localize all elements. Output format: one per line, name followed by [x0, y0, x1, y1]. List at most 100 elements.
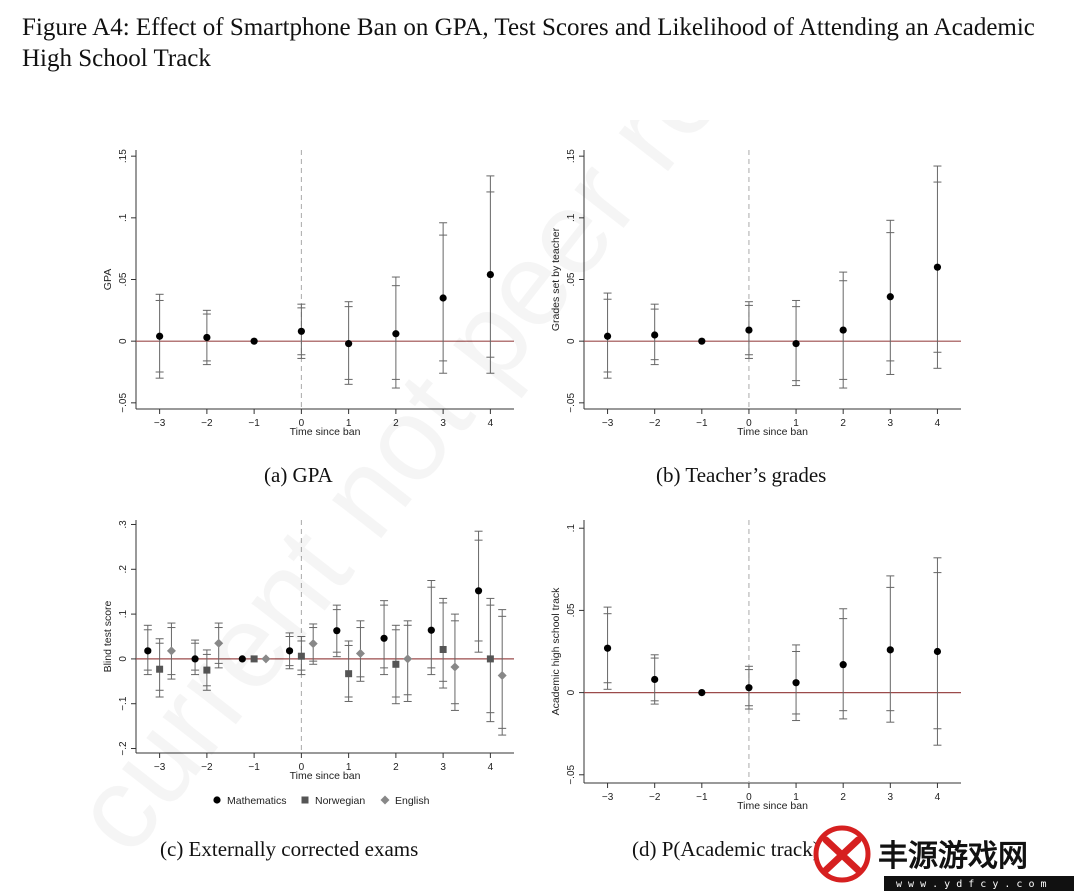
- x-tick-label: −2: [649, 792, 661, 803]
- legend-label: Mathematics: [227, 795, 287, 807]
- panel-0: −.05 0 .05 .1 .15 −3 −2 −1 0 1 2 3 4 Time since ban GP…: [102, 149, 514, 438]
- x-tick-label: 3: [888, 792, 894, 803]
- y-tick-label: .15: [566, 149, 577, 163]
- y-tick-label: −.05: [118, 393, 129, 413]
- legend-label: Norwegian: [315, 795, 365, 807]
- data-point: [333, 627, 341, 635]
- caption-a: (a) GPA: [264, 463, 333, 487]
- logo-text: 丰源游戏网: [878, 839, 1028, 874]
- y-tick-label: .1: [566, 213, 577, 222]
- y-tick-label: .05: [566, 603, 577, 617]
- panel-1: −.05 0 .05 .1 .15 −3 −2 −1 0 1 2 3 4 Time since ban Gr…: [550, 149, 961, 438]
- site-logo: 丰源游戏网 w w w . y d f c y . c o m: [813, 825, 1074, 891]
- data-point: [345, 340, 353, 348]
- data-point: [392, 330, 400, 338]
- x-axis-label: Time since ban: [290, 770, 361, 782]
- data-point: [745, 684, 753, 692]
- x-tick-label: 3: [440, 762, 446, 773]
- data-point: [214, 638, 224, 648]
- y-tick-label: .1: [566, 524, 577, 533]
- y-tick-label: −.1: [118, 696, 129, 711]
- x-tick-label: 2: [393, 762, 399, 773]
- data-point: [839, 661, 847, 669]
- logo-url: w w w . y d f c y . c o m: [896, 879, 1047, 890]
- y-tick-label: .1: [118, 213, 129, 222]
- x-tick-label: 0: [299, 418, 305, 429]
- data-point: [886, 646, 894, 654]
- x-tick-label: 0: [746, 418, 752, 429]
- y-axis-label: Blind test score: [102, 600, 114, 672]
- data-point: [297, 652, 305, 660]
- x-axis-label: Time since ban: [737, 800, 808, 812]
- data-point: [308, 639, 318, 649]
- x-tick-label: 4: [935, 418, 941, 429]
- data-point: [651, 331, 659, 339]
- data-point: [285, 647, 294, 655]
- data-point: [156, 665, 164, 673]
- y-tick-label: .2: [118, 565, 129, 574]
- x-tick-label: −2: [649, 418, 661, 429]
- x-tick-label: 3: [888, 418, 894, 429]
- legend-marker: [213, 796, 221, 804]
- data-point: [603, 644, 612, 652]
- data-point: [166, 646, 176, 656]
- legend-marker: [301, 796, 309, 804]
- y-tick-label: .05: [566, 272, 577, 286]
- x-tick-label: 1: [793, 792, 799, 803]
- y-tick-label: .05: [118, 272, 129, 286]
- x-tick-label: 0: [746, 792, 752, 803]
- data-point: [250, 655, 258, 663]
- y-tick-label: .1: [118, 609, 129, 618]
- x-tick-label: 0: [299, 762, 305, 773]
- x-tick-label: −1: [248, 762, 260, 773]
- data-point: [238, 655, 246, 663]
- y-axis-label: GPA: [102, 269, 114, 290]
- y-tick-label: 0: [118, 656, 129, 662]
- x-tick-label: 4: [935, 792, 941, 803]
- panel-2: −.2 −.1 0 .1 .2 .3 −3 −2 −1 0 1 2 3 4 Time since ban Bl…: [102, 520, 514, 807]
- data-point: [261, 654, 271, 664]
- data-point: [450, 662, 460, 672]
- x-axis-label: Time since ban: [737, 426, 808, 438]
- data-point: [250, 337, 258, 345]
- y-tick-label: 0: [118, 338, 129, 344]
- legend-marker: [380, 795, 390, 805]
- caption-c: (c) Externally corrected exams: [160, 837, 419, 861]
- x-tick-label: 2: [840, 792, 846, 803]
- x-tick-label: −3: [154, 418, 166, 429]
- data-point: [698, 688, 706, 697]
- y-tick-label: −.2: [118, 741, 129, 756]
- data-point: [345, 670, 353, 678]
- data-point: [203, 333, 211, 342]
- figure-title: Figure A4: Effect of Smartphone Ban on G…: [22, 14, 1035, 72]
- data-point: [439, 294, 447, 302]
- data-point: [474, 587, 483, 595]
- data-point: [745, 326, 753, 334]
- x-tick-label: 1: [346, 762, 352, 773]
- data-point: [297, 327, 305, 335]
- y-axis-label: Grades set by teacher: [550, 227, 562, 331]
- x-tick-label: 4: [488, 418, 494, 429]
- data-point: [380, 634, 388, 642]
- x-tick-label: 2: [840, 418, 846, 429]
- x-tick-label: −1: [696, 792, 708, 803]
- x-tick-label: −3: [602, 792, 614, 803]
- x-tick-label: −3: [154, 762, 166, 773]
- data-point: [156, 332, 164, 340]
- data-point: [933, 647, 942, 656]
- x-tick-label: −3: [602, 418, 614, 429]
- panel-3: −.05 0 .05 .1 −3 −2 −1 0 1 2 3 4 Time since ban Acade…: [550, 520, 961, 812]
- legend-label: English: [395, 795, 430, 807]
- y-tick-label: 0: [566, 689, 577, 695]
- y-tick-label: .3: [118, 520, 129, 529]
- data-point: [603, 332, 612, 340]
- x-tick-label: 1: [793, 418, 799, 429]
- data-point: [792, 679, 800, 687]
- caption-b: (b) Teacher’s grades: [656, 463, 827, 487]
- data-point: [144, 647, 152, 655]
- x-tick-label: 1: [346, 418, 352, 429]
- y-axis-label: Academic high school track: [550, 587, 562, 716]
- y-tick-label: .15: [118, 149, 129, 163]
- y-tick-label: 0: [566, 338, 577, 344]
- data-point: [933, 263, 942, 271]
